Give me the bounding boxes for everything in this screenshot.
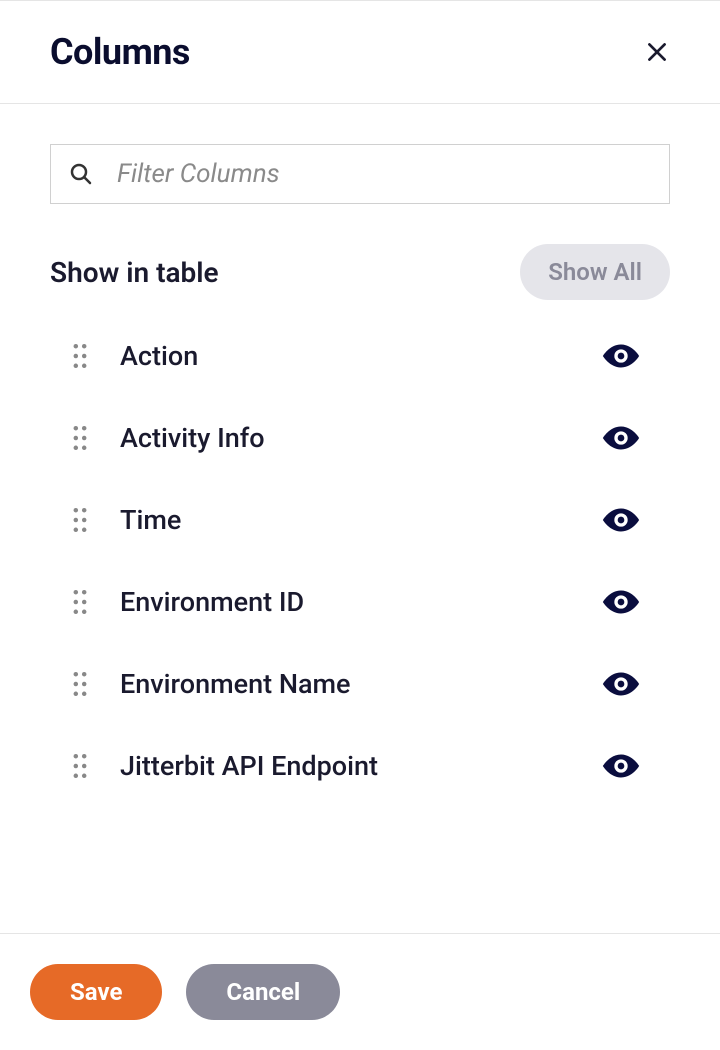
show-all-button[interactable]: Show All bbox=[520, 244, 670, 300]
eye-icon[interactable] bbox=[600, 341, 642, 371]
drag-handle-icon[interactable] bbox=[70, 588, 90, 616]
drag-handle-icon[interactable] bbox=[70, 752, 90, 780]
column-row: Jitterbit API Endpoint bbox=[70, 750, 670, 782]
section-header: Show in table Show All bbox=[50, 244, 670, 300]
cancel-button[interactable]: Cancel bbox=[186, 964, 340, 1020]
column-label: Environment ID bbox=[120, 586, 600, 618]
drag-handle-icon[interactable] bbox=[70, 342, 90, 370]
column-label: Activity Info bbox=[120, 422, 600, 454]
column-label: Action bbox=[120, 340, 600, 372]
column-label: Time bbox=[120, 504, 600, 536]
close-icon[interactable] bbox=[644, 39, 670, 65]
dialog-header: Columns bbox=[0, 1, 720, 104]
drag-handle-icon[interactable] bbox=[70, 506, 90, 534]
column-row: Action bbox=[70, 340, 670, 372]
column-row: Environment Name bbox=[70, 668, 670, 700]
column-row: Activity Info bbox=[70, 422, 670, 454]
filter-input[interactable] bbox=[117, 159, 651, 189]
section-title: Show in table bbox=[50, 256, 219, 289]
dialog-title: Columns bbox=[50, 31, 190, 73]
column-label: Jitterbit API Endpoint bbox=[120, 750, 600, 782]
dialog-content: Show in table Show All Action Activity In… bbox=[0, 104, 720, 933]
save-button[interactable]: Save bbox=[30, 964, 162, 1020]
column-list: Action Activity Info Time Environment ID Env… bbox=[50, 340, 670, 782]
column-row: Time bbox=[70, 504, 670, 536]
drag-handle-icon[interactable] bbox=[70, 424, 90, 452]
eye-icon[interactable] bbox=[600, 587, 642, 617]
eye-icon[interactable] bbox=[600, 669, 642, 699]
search-box bbox=[50, 144, 670, 204]
eye-icon[interactable] bbox=[600, 505, 642, 535]
drag-handle-icon[interactable] bbox=[70, 670, 90, 698]
eye-icon[interactable] bbox=[600, 423, 642, 453]
search-icon bbox=[69, 162, 93, 186]
eye-icon[interactable] bbox=[600, 751, 642, 781]
column-row: Environment ID bbox=[70, 586, 670, 618]
column-label: Environment Name bbox=[120, 668, 600, 700]
dialog-footer: Save Cancel bbox=[0, 933, 720, 1050]
